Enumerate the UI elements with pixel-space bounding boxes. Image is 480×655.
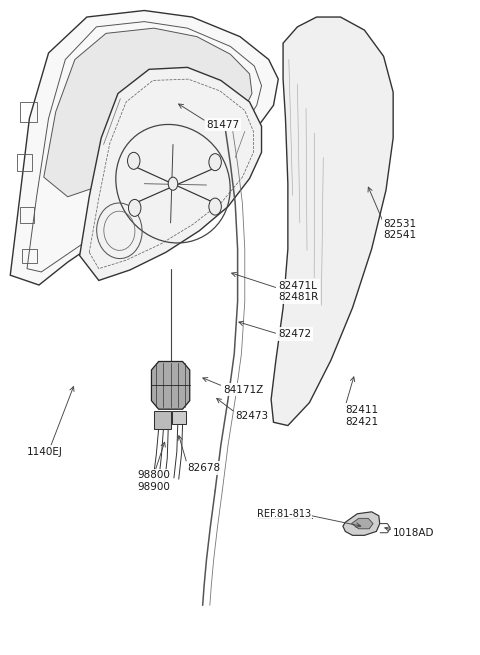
Text: 82471L
82481R: 82471L 82481R [278, 281, 319, 303]
Polygon shape [271, 17, 393, 426]
Text: REF.81-813: REF.81-813 [257, 509, 311, 519]
Circle shape [168, 177, 178, 190]
Polygon shape [351, 518, 373, 529]
Circle shape [209, 154, 221, 171]
Text: 82473: 82473 [235, 411, 268, 421]
Polygon shape [172, 411, 186, 424]
Text: 84171Z: 84171Z [223, 384, 264, 394]
Text: 98800
98900: 98800 98900 [137, 470, 170, 492]
Circle shape [128, 153, 140, 170]
Polygon shape [152, 362, 190, 409]
Polygon shape [154, 411, 170, 429]
Polygon shape [80, 67, 262, 280]
Text: 82678: 82678 [187, 463, 220, 473]
Text: 1018AD: 1018AD [393, 529, 435, 538]
Text: 81477: 81477 [206, 120, 240, 130]
Text: 1140EJ: 1140EJ [27, 447, 63, 457]
Circle shape [209, 198, 221, 215]
Text: 82411
82421: 82411 82421 [345, 405, 378, 426]
Circle shape [129, 199, 141, 216]
Polygon shape [343, 512, 380, 535]
Polygon shape [44, 28, 252, 196]
Text: 82472: 82472 [278, 329, 312, 339]
Text: 82531
82541: 82531 82541 [384, 219, 417, 240]
Polygon shape [10, 10, 278, 285]
